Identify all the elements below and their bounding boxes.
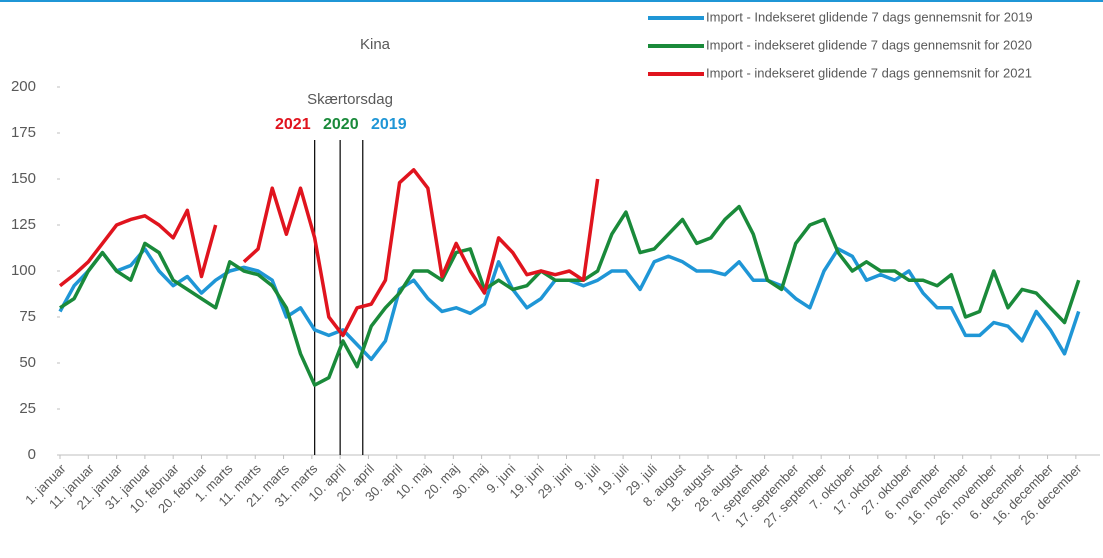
x-tick-label: 19. juli [594, 461, 631, 498]
chart-title: Kina [360, 36, 391, 53]
series-line [59, 204, 1081, 387]
holiday-year: 2019 [371, 116, 407, 133]
y-tick-label: 175 [11, 124, 36, 141]
holiday-year: 2020 [323, 116, 359, 133]
y-tick-label: 150 [11, 170, 36, 187]
y-tick-label: 100 [11, 262, 36, 279]
legend-label: Import - indekseret glidende 7 dags genn… [706, 65, 1032, 80]
series-line [58, 208, 218, 288]
annotation-text: Skærtorsdag [307, 91, 393, 108]
y-tick-label: 125 [11, 216, 36, 233]
y-tick-label: 75 [19, 308, 36, 325]
y-tick-label: 200 [11, 78, 36, 95]
y-tick-label: 50 [19, 354, 36, 371]
legend-label: Import - indekseret glidende 7 dags genn… [706, 37, 1032, 52]
legend-label: Import - Indekseret glidende 7 dags genn… [706, 9, 1033, 24]
holiday-year: 2021 [275, 116, 311, 133]
series-line [242, 168, 600, 338]
y-tick-label: 0 [28, 446, 36, 463]
y-tick-label: 25 [19, 400, 36, 417]
